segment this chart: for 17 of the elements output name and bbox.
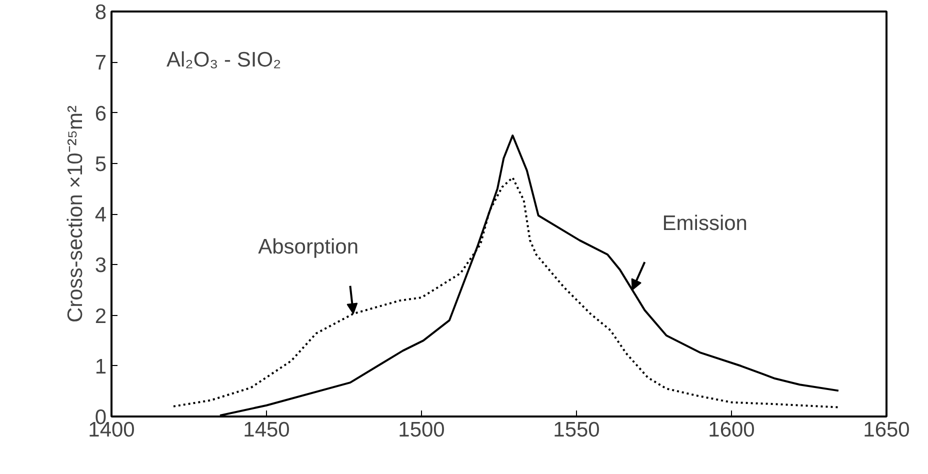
- x-tick-label: 1450: [243, 418, 290, 442]
- annotation: Absorption: [258, 236, 359, 259]
- y-tick-label: 7: [94, 52, 107, 75]
- y-tick-label: 6: [94, 102, 107, 126]
- y-tick-label: 5: [94, 152, 107, 176]
- y-tick-label: 2: [94, 304, 107, 328]
- x-tick-label: 1550: [553, 418, 600, 442]
- y-tick-label: 1: [94, 355, 107, 378]
- x-tick-label: 1500: [398, 418, 445, 442]
- y-tick-label: 4: [94, 204, 107, 226]
- y-tick-label: 8: [94, 1, 107, 24]
- x-tick-label: 1650: [863, 418, 910, 442]
- annotation: Emission: [662, 212, 748, 235]
- y-tick-label: 3: [94, 254, 107, 278]
- x-tick-label: 1600: [708, 418, 755, 442]
- y-axis-title: Cross-section ×10⁻²⁵m²: [64, 105, 87, 323]
- annotation: Al₂O₃ - SIO₂: [166, 48, 282, 72]
